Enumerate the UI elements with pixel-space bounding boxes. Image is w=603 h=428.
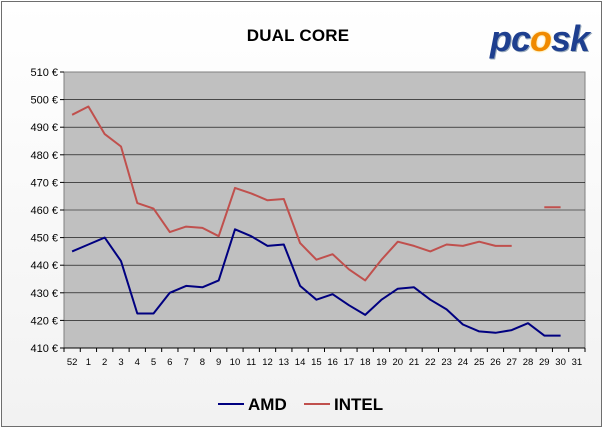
x-tick-label: 10 — [230, 357, 241, 368]
x-tick-label: 26 — [490, 357, 501, 368]
x-tick-label: 2 — [102, 357, 107, 368]
x-tick-label: 30 — [555, 357, 566, 368]
x-axis: 52 1 2 3 4 5 6 7 8 9 10 11 12 13 14 15 16 17 18 19 20 21 22 23 2… — [63, 347, 586, 368]
x-tick-label: 25 — [474, 357, 485, 368]
x-tick-label: 19 — [376, 357, 387, 368]
x-tick-label: 4 — [135, 357, 140, 368]
y-tick-label: 440 € — [30, 260, 58, 272]
x-tick-label: 24 — [458, 357, 469, 368]
y-tick-label: 410 € — [30, 343, 58, 355]
logo-flame-letter: o — [530, 18, 552, 59]
x-tick-label: 18 — [360, 357, 371, 368]
legend-label-intel: INTEL — [334, 395, 383, 414]
x-tick-label: 17 — [344, 357, 355, 368]
x-tick-label: 11 — [246, 357, 256, 368]
gridlines — [64, 99, 585, 321]
series-line-amd — [71, 228, 561, 337]
logo-text-right: sk — [551, 18, 590, 59]
y-tick-label: 490 € — [30, 122, 58, 134]
logo-text-left: pc — [490, 18, 531, 59]
x-tick-label: 20 — [392, 357, 403, 368]
x-tick-label: 23 — [441, 357, 452, 368]
x-tick-label: 28 — [523, 357, 534, 368]
x-tick-label: 13 — [279, 357, 290, 368]
x-tick-label: 27 — [506, 357, 517, 368]
series-group — [71, 105, 561, 337]
x-tick-label: 3 — [118, 357, 123, 368]
legend: AMD INTEL — [218, 395, 383, 414]
x-tick-label: 1 — [86, 357, 91, 368]
x-tick-label: 31 — [572, 357, 583, 368]
x-tick-label: 21 — [409, 357, 420, 368]
y-tick-label: 420 € — [30, 315, 58, 327]
y-tick-label: 430 € — [30, 288, 58, 300]
y-tick-label: 500 € — [30, 95, 58, 107]
x-tick-label: 52 — [67, 357, 78, 368]
y-tick-label: 510 € — [30, 67, 58, 79]
x-tick-label: 9 — [216, 357, 221, 368]
x-tick-label: 12 — [262, 357, 273, 368]
x-tick-label: 29 — [539, 357, 550, 368]
y-tick-label: 480 € — [30, 150, 58, 162]
pcosk-logo: pcosk — [490, 18, 590, 59]
legend-label-amd: AMD — [248, 395, 287, 414]
y-axis: 410 € 420 € 430 € 440 € 450 € 460 € 470 € 480 €… — [30, 67, 64, 355]
x-tick-label: 5 — [151, 357, 156, 368]
x-tick-label: 22 — [425, 357, 436, 368]
x-tick-label: 15 — [311, 357, 322, 368]
y-tick-label: 470 € — [30, 177, 58, 189]
x-tick-label: 7 — [183, 357, 188, 368]
chart-title: DUAL CORE — [246, 26, 350, 45]
series-line-intel — [71, 105, 512, 282]
x-tick-label: 8 — [200, 357, 205, 368]
x-tick-label: 6 — [167, 357, 172, 368]
y-tick-label: 450 € — [30, 233, 58, 245]
x-tick-label: 16 — [327, 357, 338, 368]
x-tick-label: 14 — [295, 357, 306, 368]
y-tick-label: 460 € — [30, 205, 58, 217]
